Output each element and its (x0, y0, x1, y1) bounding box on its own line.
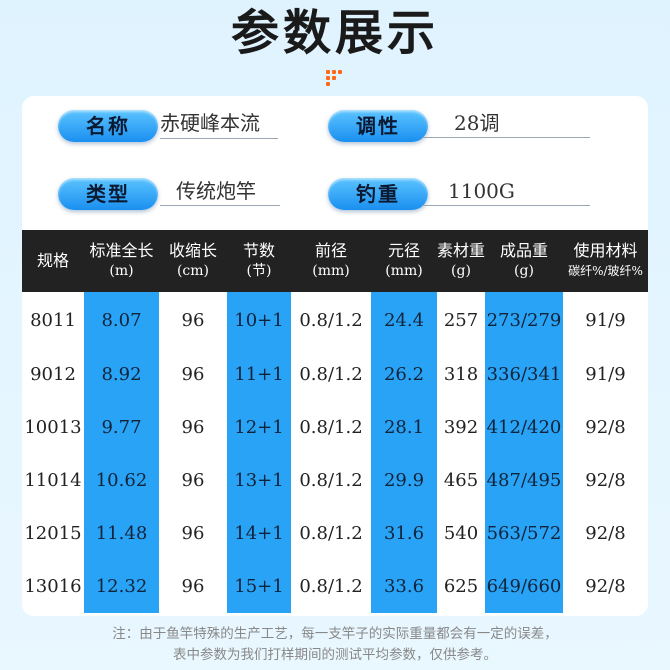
table-row: 11014 10.62 96 13+1 0.8/1.2 29.9 465 487/495 92/… (22, 454, 648, 507)
table-cell: 12015 (24, 523, 82, 544)
table-cell: 336/341 (485, 348, 563, 401)
decorative-dots-icon (326, 70, 342, 86)
footnote: 注：由于鱼竿特殊的生产工艺，每一支竿子的实际重量都会有一定的误差， 表中参数为我… (0, 624, 670, 666)
table-cell: 31.6 (371, 507, 437, 560)
table-cell: 96 (181, 523, 205, 544)
table-cell: 92/8 (585, 576, 626, 597)
table-cell: 12.32 (84, 560, 159, 613)
table-cell: 28.1 (371, 401, 437, 454)
type-value: 传统炮竿 (160, 176, 280, 206)
table-cell: 96 (181, 576, 205, 597)
header-cell: 元径 (mm) (371, 230, 437, 292)
table-cell: 14+1 (227, 507, 291, 560)
table-cell: 412/420 (485, 401, 563, 454)
table-cell: 487/495 (485, 454, 563, 507)
header-cell: 素材重 (g) (437, 230, 485, 292)
table-cell: 0.8/1.2 (299, 309, 363, 331)
table-cell: 96 (181, 417, 205, 438)
table-cell: 8.92 (84, 348, 159, 401)
table-row: 10013 9.77 96 12+1 0.8/1.2 28.1 392 412/420 92/8 (22, 401, 648, 454)
table-cell: 92/8 (585, 523, 626, 544)
table-cell: 12+1 (227, 401, 291, 454)
table-cell: 10.62 (84, 454, 159, 507)
table-cell: 92/8 (585, 470, 626, 491)
header-cell: 收缩长 (cm) (159, 230, 227, 292)
table-cell: 11+1 (227, 348, 291, 401)
table-cell: 24.4 (371, 292, 437, 348)
table-cell: 13+1 (227, 454, 291, 507)
table-cell: 92/8 (585, 417, 626, 438)
table-cell: 0.8/1.2 (299, 523, 363, 544)
table-cell: 625 (443, 576, 479, 597)
weight-label: 钓重 (328, 178, 428, 210)
table-cell: 257 (443, 309, 479, 331)
table-cell: 8.07 (84, 292, 159, 348)
action-label: 调性 (328, 110, 428, 142)
table-cell: 540 (443, 523, 479, 544)
table-row: 9012 8.92 96 11+1 0.8/1.2 26.2 318 336/341 91/9 (22, 348, 648, 401)
table-cell: 10+1 (227, 292, 291, 348)
table-cell: 13016 (24, 576, 82, 597)
weight-value: 1100G (422, 176, 590, 206)
table-cell: 563/572 (485, 507, 563, 560)
table-cell: 10013 (24, 417, 82, 438)
table-cell: 29.9 (371, 454, 437, 507)
name-label: 名称 (58, 110, 158, 142)
footnote-line-2: 表中参数为我们打样期间的测试平均参数，仅供参考。 (173, 647, 497, 663)
header-cell: 前径 (mm) (291, 230, 371, 292)
table-cell: 0.8/1.2 (299, 417, 363, 438)
table-cell: 0.8/1.2 (299, 470, 363, 491)
header-cell: 使用材料 碳纤%/玻纤% (563, 230, 648, 292)
header-cell: 节数 (节) (227, 230, 291, 292)
header-cell: 成品重 (g) (485, 230, 563, 292)
table-cell: 96 (181, 470, 205, 491)
table-cell: 9012 (30, 364, 76, 385)
page-title: 参数展示 (230, 5, 439, 61)
header-cell: 规格 (22, 230, 84, 292)
table-cell: 9.77 (84, 401, 159, 454)
table-row: 13016 12.32 96 15+1 0.8/1.2 33.6 625 649/660 92/… (22, 560, 648, 613)
table-cell: 0.8/1.2 (299, 576, 363, 597)
type-label: 类型 (58, 178, 158, 210)
table-cell: 33.6 (371, 560, 437, 613)
table-cell: 15+1 (227, 560, 291, 613)
table-cell: 26.2 (371, 348, 437, 401)
table-cell: 11.48 (84, 507, 159, 560)
spec-table: 规格 标准全长 (m) 收缩长 (cm) 节数 (节) 前径 (mm) 元径 (mm) 素… (22, 230, 648, 613)
table-row: 12015 11.48 96 14+1 0.8/1.2 31.6 540 563/572 92/… (22, 507, 648, 560)
table-cell: 318 (443, 364, 479, 385)
table-cell: 96 (181, 364, 205, 385)
table-cell: 273/279 (485, 292, 563, 348)
table-row: 8011 8.07 96 10+1 0.8/1.2 24.4 257 273/279 91/9 (22, 292, 648, 348)
table-header-row: 规格 标准全长 (m) 收缩长 (cm) 节数 (节) 前径 (mm) 元径 (mm) 素… (22, 230, 648, 292)
table-cell: 0.8/1.2 (299, 364, 363, 385)
name-value: 赤硬峰本流 (160, 108, 278, 139)
table-cell: 465 (443, 470, 479, 491)
table-cell: 8011 (30, 309, 76, 331)
table-cell: 392 (443, 417, 479, 438)
table-cell: 649/660 (485, 560, 563, 613)
header-cell: 标准全长 (m) (84, 230, 159, 292)
action-value: 28调 (422, 108, 590, 138)
table-cell: 91/9 (585, 364, 626, 385)
table-cell: 96 (181, 309, 205, 331)
table-cell: 11014 (24, 470, 82, 491)
footnote-line-1: 注：由于鱼竿特殊的生产工艺，每一支竿子的实际重量都会有一定的误差， (112, 626, 558, 642)
table-cell: 91/9 (585, 309, 626, 331)
